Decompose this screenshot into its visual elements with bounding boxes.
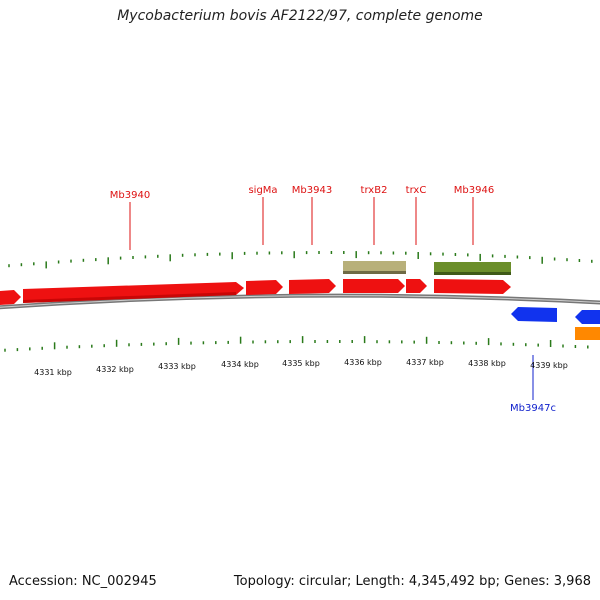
- kbp-label: 4336 kbp: [344, 358, 382, 367]
- kbp-label: 4335 kbp: [282, 359, 320, 368]
- lower-tick-ring: [4, 336, 589, 352]
- kbp-label: 4331 kbp: [34, 368, 72, 377]
- cds-arrow-sigma[interactable]: [246, 280, 283, 295]
- gene-label-mb3946[interactable]: Mb3946: [454, 185, 494, 196]
- cds-arrow-mb3947c[interactable]: [511, 307, 557, 322]
- cds-arrow-mb3940[interactable]: [23, 282, 244, 303]
- label-leaders: [129, 197, 534, 400]
- upper-tick-ring: [8, 251, 593, 269]
- cds-arrow-trxb2[interactable]: [343, 279, 405, 293]
- kbp-label: 4339 kbp: [530, 361, 568, 370]
- cds-arrow-mb3943[interactable]: [289, 279, 336, 294]
- kbp-label: 4332 kbp: [96, 365, 134, 374]
- kbp-label: 4334 kbp: [221, 360, 259, 369]
- cds-arrow-reverse-right[interactable]: [575, 310, 600, 324]
- gene-label-mb3940[interactable]: Mb3940: [110, 190, 150, 201]
- map-title: Mycobacterium bovis AF2122/97, complete …: [117, 8, 483, 24]
- cds-arrow-left-edge[interactable]: [0, 290, 21, 305]
- cds-arrow-trxc[interactable]: [406, 279, 427, 293]
- kbp-label: 4337 kbp: [406, 358, 444, 367]
- feature-trxB2-bar[interactable]: [343, 261, 406, 274]
- gene-label-sigma[interactable]: sigMa: [248, 185, 277, 196]
- kbp-label: 4333 kbp: [158, 362, 196, 371]
- forward-cds-track: [0, 279, 511, 305]
- feature-mb3946-bar[interactable]: [434, 262, 511, 275]
- gene-label-mb3943[interactable]: Mb3943: [292, 185, 332, 196]
- cds-arrow-mb3946[interactable]: [434, 279, 511, 294]
- gene-label-trxb2[interactable]: trxB2: [361, 185, 388, 196]
- genome-stats-text: Topology: circular; Length: 4,345,492 bp…: [233, 574, 591, 589]
- gene-label-trxc[interactable]: trxC: [406, 185, 427, 196]
- gene-label-mb3947c[interactable]: Mb3947c: [510, 403, 556, 414]
- kbp-label: 4338 kbp: [468, 359, 506, 368]
- accession-text: Accession: NC_002945: [9, 574, 157, 589]
- rna-feature[interactable]: [575, 327, 600, 340]
